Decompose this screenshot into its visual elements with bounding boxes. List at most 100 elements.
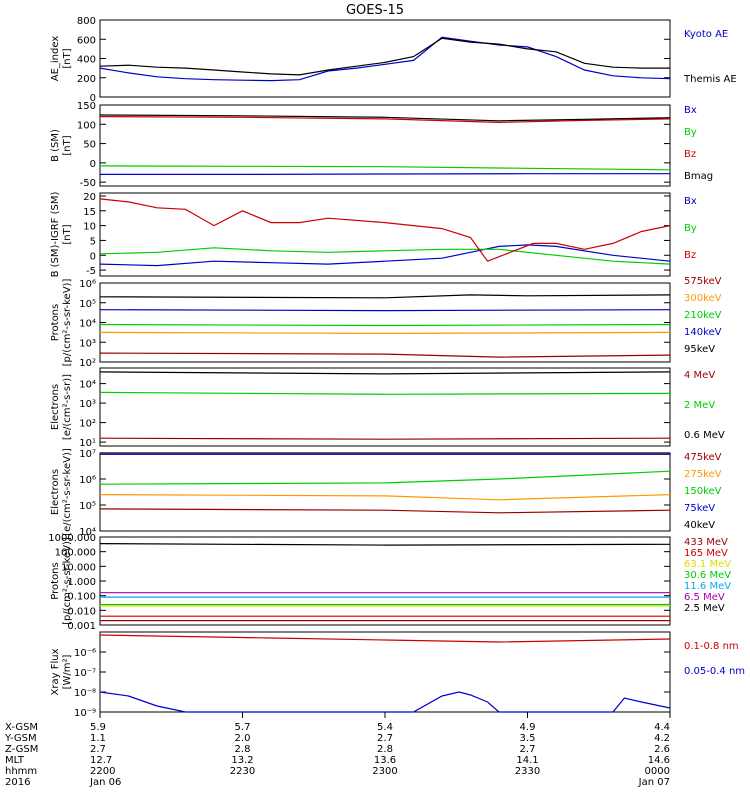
y-axis-unit: [e/(cm²-s-sr)] (62, 374, 73, 440)
legend-entry: Bmag (684, 171, 713, 182)
y-tick-label: 100 (77, 120, 96, 131)
y-axis-unit: [nT] (62, 48, 73, 68)
footer-value: Jan 07 (638, 777, 670, 788)
series-by (99, 247, 671, 265)
series-by (99, 165, 671, 171)
y-tick-label: -5 (86, 266, 96, 277)
footer-value: 4.4 (654, 722, 670, 733)
footer-value: 2330 (515, 766, 540, 777)
y-axis-label: Protons (50, 304, 61, 341)
legend-entry: Bz (684, 149, 696, 160)
y-axis-label: B (SM) (50, 129, 61, 162)
legend-entry: Bx (684, 105, 697, 116)
footer-value: 5.9 (90, 722, 106, 733)
legend-entry: By (684, 127, 697, 138)
panel-protons: 10² 10³ 10⁴ 10⁵ 10⁶ Protons [p/(cm²-s-sr-keV)]… (50, 276, 722, 369)
series-kyoto-ae (99, 36, 671, 82)
legend-entry: Bx (684, 196, 697, 207)
series-themis-ae (99, 37, 670, 76)
panel-xray: 10⁻⁹ 10⁻⁸ 10⁻⁷ 10⁻⁶ Xray Flux [W/m²] 0.1-0.8 n… (50, 631, 745, 719)
footer-row-label: Z-GSM (5, 744, 38, 755)
series-0-1-0-8-nm (99, 634, 671, 643)
y-tick-label: 10.000 (61, 562, 96, 573)
y-tick-label: 10² (79, 419, 96, 430)
footer-row-label: MLT (5, 755, 25, 766)
series-210kev (99, 323, 671, 327)
footer-value: 2.0 (235, 733, 251, 744)
panel-frame (99, 367, 671, 447)
footer-value: 13.2 (231, 755, 253, 766)
y-tick-label: 5 (90, 236, 96, 247)
legend-entry: 2.5 MeV (684, 603, 725, 614)
chart-title: GOES-15 (346, 3, 404, 18)
y-axis-unit: [nT] (62, 135, 73, 155)
panel-ae: 0 200 400 600 800 AE_index [nT] Kyoto AE Themis … (50, 16, 737, 104)
y-axis-label: Protons (50, 562, 61, 599)
series-475kev (99, 508, 671, 514)
y-tick-label: -50 (80, 178, 96, 189)
footer-table: X-GSM 5.9 5.7 5.4 4.9 4.4Y-GSM 1.1 2.0 2.7 3.5 4.2… (4, 712, 671, 788)
series-4-mev (99, 437, 671, 440)
y-axis-label: AE_index (50, 36, 61, 82)
legend-entry: 30.6 MeV (684, 570, 731, 581)
series-0-6-mev (99, 371, 671, 375)
panel-bsm: -50 0 50 100 150 B (SM) [nT] Bx By Bz Bmag (50, 101, 713, 189)
y-tick-label: 10⁻⁹ (74, 708, 96, 719)
y-axis-label: Xray Flux (50, 648, 61, 695)
legend-entry: 63.1 MeV (684, 559, 731, 570)
panel-electrons-kev: 10⁴ 10⁵ 10⁶ 10⁷ Electrons [e/(cm²-s-sr-keV)] 4… (50, 448, 722, 538)
panel-frame (99, 631, 671, 713)
panel-bigrf: -5 0 5 10 15 20 B (SM)-IGRF (SM) [nT] Bx By Bz (50, 192, 697, 278)
series-575kev (99, 352, 671, 358)
y-tick-label: 1000.000 (48, 533, 96, 544)
footer-value: Jan 06 (89, 777, 121, 788)
legend-entry: 4 MeV (684, 370, 715, 381)
footer-value: 1.1 (90, 733, 106, 744)
footer-row-label: 2016 (5, 777, 30, 788)
footer-value: 2230 (230, 766, 255, 777)
y-tick-label: 0 (90, 159, 96, 170)
series-bx (99, 244, 671, 267)
footer-value: 5.4 (377, 722, 393, 733)
footer-value: 4.9 (520, 722, 536, 733)
legend-entry: 6.5 MeV (684, 592, 725, 603)
series-2-5-mev (99, 542, 671, 546)
legend-entry: Themis AE (683, 74, 737, 85)
y-tick-label: 1.000 (67, 577, 96, 588)
y-tick-label: 10⁷ (79, 449, 96, 460)
legend-entry: 433 MeV (684, 537, 728, 548)
series-300kev (99, 331, 671, 334)
y-tick-label: 10⁴ (79, 527, 96, 538)
legend-entry: Kyoto AE (684, 29, 728, 40)
legend-entry: 140keV (684, 327, 722, 338)
series-bx (100, 173, 670, 175)
y-tick-label: 15 (83, 207, 96, 218)
y-axis-label: B (SM)-IGRF (SM) (50, 192, 61, 278)
y-tick-label: 10⁶ (79, 475, 96, 486)
y-tick-label: 10⁻⁶ (74, 648, 96, 659)
legend-entry: 40keV (684, 520, 715, 531)
footer-row-label: hhmm (5, 766, 37, 777)
footer-value: 2300 (372, 766, 397, 777)
series-140kev (99, 309, 671, 312)
panel-frame (99, 192, 671, 277)
footer-row-label: Y-GSM (4, 733, 37, 744)
y-tick-label: 0 (90, 93, 96, 104)
series-bmag (99, 114, 671, 122)
panel-electrons-mev: 10¹ 10² 10³ 10⁴ Electrons [e/(cm²-s-sr)] 4 MeV… (50, 367, 725, 449)
y-axis-unit: [W/m²] (62, 654, 73, 689)
y-tick-label: 10³ (79, 399, 96, 410)
y-tick-label: 200 (77, 74, 96, 85)
legend-entry: 165 MeV (684, 548, 728, 559)
y-tick-label: 10⁵ (79, 299, 96, 310)
series-2-mev (99, 391, 671, 395)
series-275kev (99, 494, 671, 501)
legend-entry: 95keV (684, 344, 715, 355)
series-bz (99, 116, 671, 124)
y-tick-label: 10² (79, 358, 96, 369)
y-tick-label: 10⁴ (79, 319, 96, 330)
legend-entry: 2 MeV (684, 400, 715, 411)
legend-entry: By (684, 223, 697, 234)
series-95kev (99, 294, 671, 299)
footer-value: 13.6 (374, 755, 396, 766)
